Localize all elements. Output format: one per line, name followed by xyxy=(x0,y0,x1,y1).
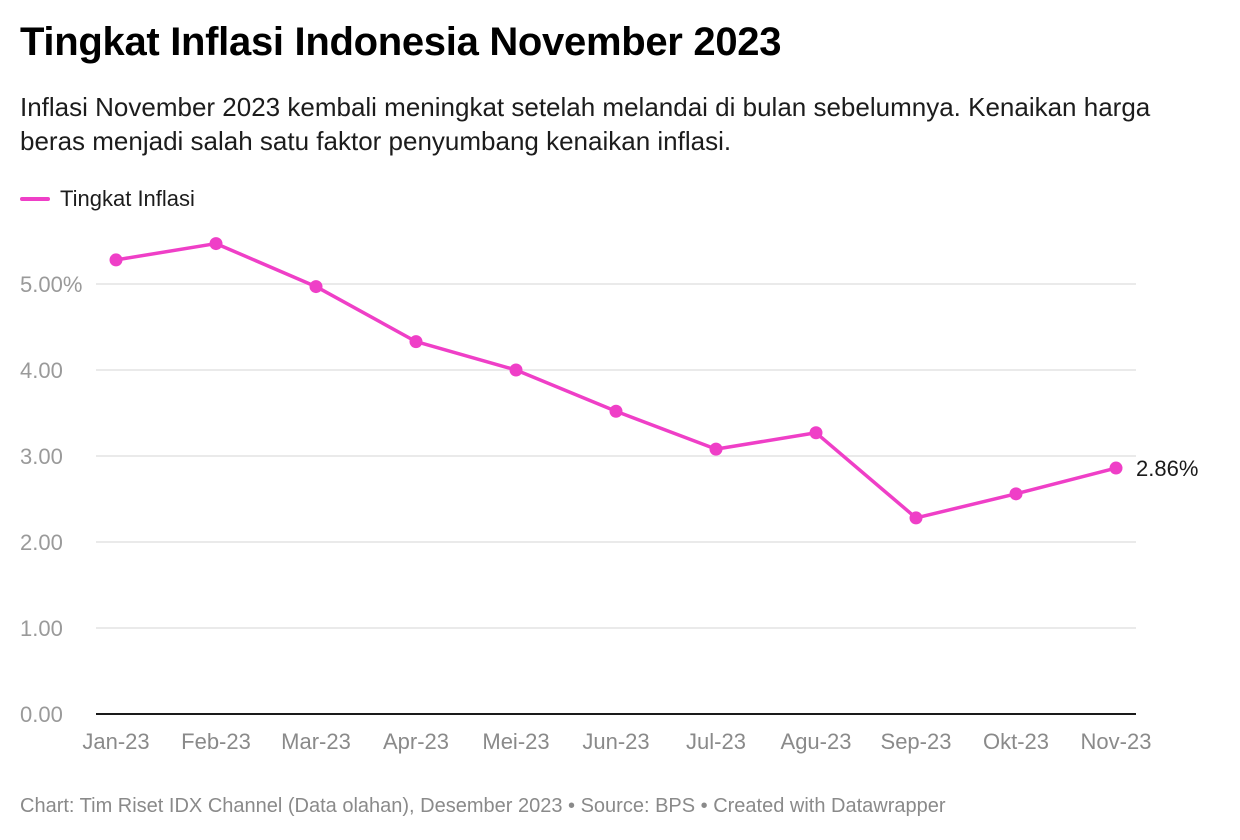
chart-subtitle: Inflasi November 2023 kembali meningkat … xyxy=(20,92,1151,156)
x-tick-label: Mar-23 xyxy=(281,729,351,754)
end-value-label: 2.86% xyxy=(1136,456,1198,481)
data-point xyxy=(209,237,223,251)
y-tick-label: 4.00 xyxy=(20,358,63,383)
data-point xyxy=(1109,461,1123,475)
y-tick-label: 3.00 xyxy=(20,444,63,469)
legend-label: Tingkat Inflasi xyxy=(60,186,195,211)
legend-line-swatch xyxy=(20,197,50,201)
y-tick-label: 0.00 xyxy=(20,702,63,727)
x-tick-label: Sep-23 xyxy=(881,729,952,754)
x-tick-label: Jan-23 xyxy=(82,729,149,754)
x-tick-label: Jul-23 xyxy=(686,729,746,754)
x-tick-label: Apr-23 xyxy=(383,729,449,754)
y-tick-label: 5.00% xyxy=(20,272,82,297)
data-point xyxy=(809,426,823,440)
x-tick-label: Feb-23 xyxy=(181,729,251,754)
data-point xyxy=(1009,487,1023,501)
data-point xyxy=(309,280,323,294)
x-tick-label: Nov-23 xyxy=(1081,729,1152,754)
legend: Tingkat Inflasi xyxy=(20,186,195,212)
data-point xyxy=(709,442,723,456)
y-tick-label: 1.00 xyxy=(20,616,63,641)
chart-title: Tingkat Inflasi Indonesia November 2023 xyxy=(20,20,782,64)
data-point xyxy=(609,404,623,418)
y-tick-label: 2.00 xyxy=(20,530,63,555)
x-tick-label: Jun-23 xyxy=(582,729,649,754)
x-tick-label: Agu-23 xyxy=(781,729,852,754)
data-point xyxy=(409,335,423,349)
x-tick-label: Okt-23 xyxy=(983,729,1049,754)
data-point xyxy=(509,363,523,377)
data-point xyxy=(909,511,923,525)
data-point xyxy=(109,253,123,267)
chart-footer: Chart: Tim Riset IDX Channel (Data olaha… xyxy=(20,795,946,817)
x-tick-label: Mei-23 xyxy=(482,729,549,754)
